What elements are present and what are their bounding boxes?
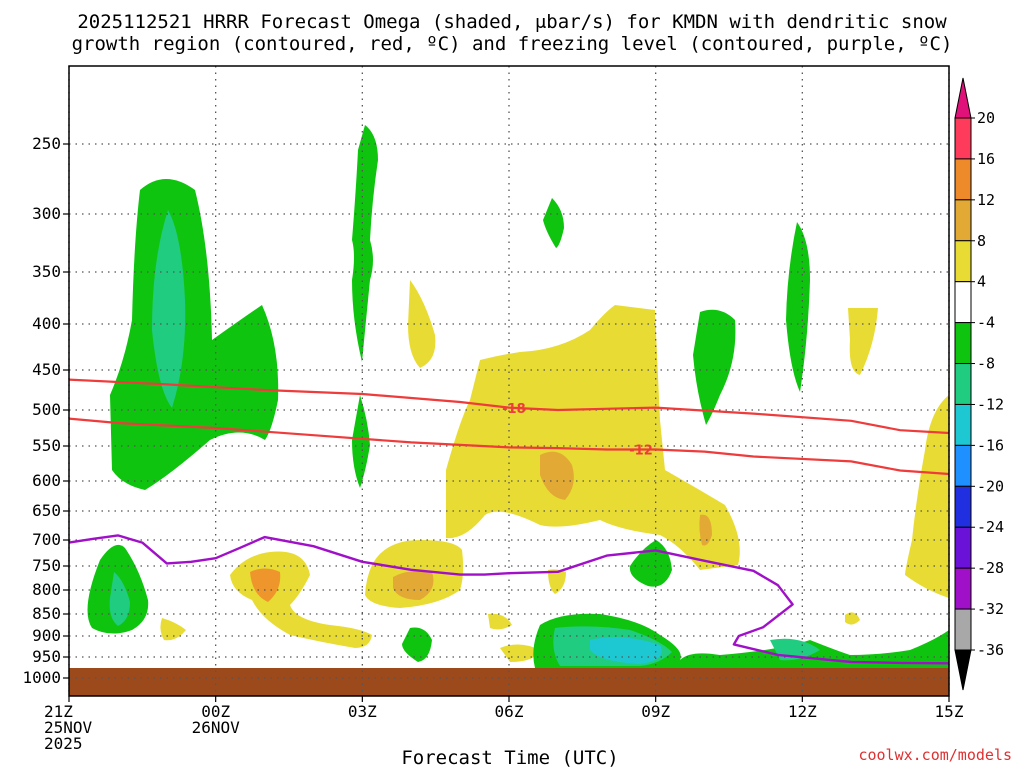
x-tick-label-6-1: 03Z [348,702,377,721]
colorbar-swatch-1 [954,158,972,201]
ascent-low-right-core2 [590,636,662,664]
x-axis-title: Forecast Time (UTC) [401,747,618,768]
x-tick-label-0-1: 21Z [44,702,73,721]
x-tick-label-3-2: 26NOV [192,718,241,737]
x-tick-label-12-1: 09Z [641,702,670,721]
descent-yellow-small-5 [845,612,860,625]
credit-link[interactable]: coolwx.com/models [858,746,1012,764]
colorbar-swatch-4 [954,281,972,324]
ascent-low-left-core [109,572,130,626]
colorbar-bottom-arrow [954,649,972,691]
colorbar-tick-label--16: -16 [977,436,1004,454]
y-tick-label-950: 950 [32,647,61,666]
descent-orange-1 [540,451,574,500]
colorbar-tick-label--36: -36 [977,641,1004,659]
y-tick-label-650: 650 [32,501,61,520]
omega-shading [87,125,949,668]
descent-yellow-small-4 [488,613,512,630]
colorbar-swatch-7 [954,403,972,446]
descent-orange-low-b [393,570,434,600]
y-tick-label-850: 850 [32,604,61,623]
ascent-right-1 [693,309,736,425]
x-tick-label-18-1: 15Z [935,702,964,721]
y-tick-label-600: 600 [32,471,61,490]
ascent-core-left [152,210,186,408]
ground-surface [69,668,949,696]
colorbar-tick-label--32: -32 [977,600,1004,618]
y-tick-label-900: 900 [32,626,61,645]
descent-yellow-small [408,280,436,368]
ascent-low-small [402,627,432,662]
colorbar: 20 16 12 8 4 -4 -8 -12 -16 -20 -24 -28 -32 -36 [954,77,1004,691]
y-axis: 250 300 350 400 450 500 550 600 650 700 750 800 850 9… [22,134,69,687]
colorbar-top-arrow [954,77,972,119]
ascent-thin-2 [352,395,370,488]
ascent-small-1 [543,198,564,248]
descent-orange-2 [699,514,712,546]
ascent-thin-1 [352,125,378,362]
ascent-right-2 [786,222,810,392]
y-tick-label-750: 750 [32,556,61,575]
colorbar-tick-label-4: 4 [977,273,986,291]
freezing-level-contour [68,534,950,665]
dendritic-contour--12 [68,417,950,476]
y-tick-label-1000: 1000 [22,668,61,687]
y-tick-label-400: 400 [32,314,61,333]
y-tick-label-550: 550 [32,436,61,455]
descent-yellow-low-c [500,644,540,662]
colorbar-swatch-5 [954,322,972,365]
chart-title-line-2: growth region (contoured, red, ºC) and f… [72,33,953,55]
x-tick-label-3-1: 00Z [201,702,230,721]
x-tick-label-9-1: 06Z [495,702,524,721]
dendritic-contour--18 [68,378,950,435]
colorbar-tick-label-16: 16 [977,150,995,168]
y-tick-label-500: 500 [32,400,61,419]
y-tick-label-700: 700 [32,530,61,549]
descent-yellow-small-3 [548,569,566,594]
descent-orange-low-a [250,568,281,602]
descent-yellow-small-2 [160,618,186,641]
y-tick-label-450: 450 [32,360,61,379]
descent-yellow-right [848,308,878,375]
colorbar-swatch-10 [954,526,972,569]
colorbar-tick-label--28: -28 [977,559,1004,577]
colorbar-swatch-12 [954,608,972,651]
dendritic-label--12: -12 [629,444,653,459]
colorbar-tick-label-8: 8 [977,232,986,250]
chart-title-line-1: 2025112521 HRRR Forecast Omega (shaded, … [77,11,947,33]
colorbar-tick-label-20: 20 [977,109,995,127]
descent-region-main [446,305,740,570]
colorbar-swatch-2 [954,199,972,242]
y-tick-label-300: 300 [32,204,61,223]
contour-lines: -18 -12 [68,378,950,665]
colorbar-swatch-9 [954,485,972,528]
colorbar-swatch-11 [954,567,972,610]
x-tick-label-15-1: 12Z [788,702,817,721]
y-tick-label-350: 350 [32,262,61,281]
colorbar-tick-label--20: -20 [977,477,1004,495]
colorbar-tick-label-12: 12 [977,191,995,209]
colorbar-swatch-0 [954,117,972,160]
dendritic-label--18: -18 [502,402,526,417]
colorbar-tick-label--4: -4 [977,314,995,332]
x-tick-label-0-3: 2025 [44,734,83,753]
colorbar-tick-label--8: -8 [977,355,995,373]
colorbar-tick-label--24: -24 [977,518,1004,536]
y-tick-label-250: 250 [32,134,61,153]
x-tick-label-0-2: 25NOV [44,718,93,737]
colorbar-swatch-3 [954,240,972,283]
colorbar-swatch-6 [954,363,972,405]
y-tick-label-800: 800 [32,580,61,599]
colorbar-tick-label--12: -12 [977,395,1004,413]
colorbar-swatch-8 [954,444,972,487]
ascent-column-left [110,179,279,490]
descent-yellow-edge [905,395,949,598]
